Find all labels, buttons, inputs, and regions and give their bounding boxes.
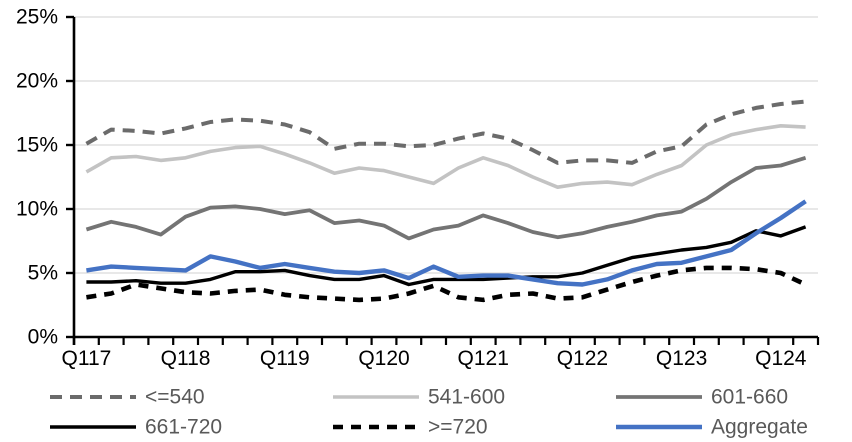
legend-item-le-540: <=540 (50, 386, 205, 409)
legend-item-601-660: 601-660 (616, 386, 788, 409)
x-axis-label: Q122 (557, 347, 608, 370)
legend-label-601-660: 601-660 (711, 386, 788, 409)
legend-item-aggregate: Aggregate (616, 416, 808, 439)
x-axis-label: Q118 (161, 347, 211, 370)
series-line-541-600 (85, 124, 806, 189)
series-line-le-540 (85, 99, 806, 165)
legend-item-661-720: 661-720 (50, 416, 222, 439)
legend-label-aggregate: Aggregate (711, 416, 808, 439)
series-line-601-660 (85, 155, 807, 241)
legend-item-ge-720: >=720 (333, 416, 488, 439)
x-axis-label: Q121 (458, 347, 509, 370)
x-axis-label: Q117 (61, 347, 111, 370)
legend-label-le-540: <=540 (145, 386, 205, 409)
y-axis-label: 10% (16, 198, 58, 221)
y-axis-label: 5% (28, 262, 58, 285)
x-axis-label: Q120 (358, 347, 409, 370)
legend-label-661-720: 661-720 (145, 416, 222, 439)
y-axis-label: 20% (16, 70, 58, 93)
legend-item-541-600: 541-600 (333, 386, 505, 409)
series-line-ge-720 (86, 265, 807, 303)
legend-label-ge-720: >=720 (428, 416, 488, 439)
x-axis-label: Q119 (260, 347, 310, 370)
series-line-aggregate (86, 199, 807, 287)
x-axis-label: Q124 (755, 347, 807, 370)
y-axis-label: 0% (28, 326, 58, 349)
y-axis-label: 25% (16, 6, 58, 29)
series-line-661-720 (86, 225, 807, 287)
legend-label-541-600: 541-600 (428, 386, 505, 409)
y-axis-label: 15% (16, 134, 58, 157)
x-axis-label: Q123 (656, 347, 707, 370)
